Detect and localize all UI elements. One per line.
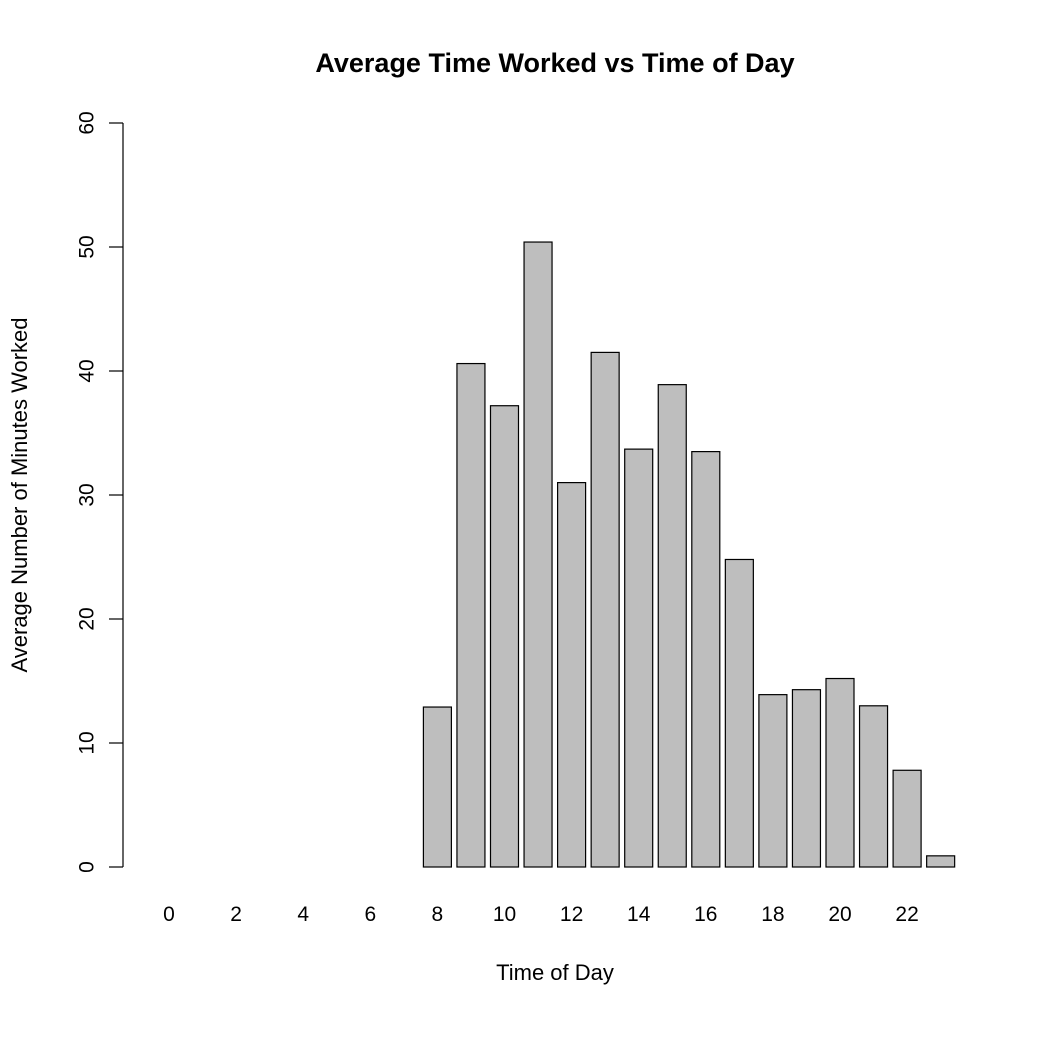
bar-13 bbox=[590, 351, 620, 868]
bar-14 bbox=[624, 448, 654, 868]
y-tick-label-0: 0 bbox=[75, 861, 98, 873]
y-axis: 0 10 20 30 40 50 60 bbox=[75, 111, 124, 873]
bar-17 bbox=[724, 558, 754, 868]
y-axis-label: Average Number of Minutes Worked bbox=[7, 317, 32, 672]
x-axis: 0 2 4 6 8 10 12 14 16 18 20 22 bbox=[163, 903, 919, 926]
bar-18 bbox=[758, 694, 788, 868]
x-tick-label-12: 12 bbox=[560, 903, 583, 926]
bar-20 bbox=[825, 677, 855, 868]
x-tick-label-4: 4 bbox=[297, 903, 309, 926]
bar-10 bbox=[489, 405, 520, 868]
x-tick-label-20: 20 bbox=[828, 903, 851, 926]
bar-9 bbox=[456, 362, 486, 868]
y-tick-label-20: 20 bbox=[75, 607, 98, 630]
bar-11 bbox=[523, 241, 553, 868]
x-tick-label-6: 6 bbox=[364, 903, 376, 926]
chart-title: Average Time Worked vs Time of Day bbox=[315, 48, 794, 78]
x-tick-label-10: 10 bbox=[493, 903, 516, 926]
y-tick-label-30: 30 bbox=[75, 483, 98, 506]
x-tick-label-14: 14 bbox=[627, 903, 651, 926]
bar-19 bbox=[791, 689, 822, 868]
y-tick-label-60: 60 bbox=[75, 111, 98, 134]
bar-8 bbox=[422, 706, 452, 868]
x-axis-label: Time of Day bbox=[496, 960, 614, 985]
bar-21 bbox=[858, 705, 889, 868]
bar-22 bbox=[892, 769, 922, 868]
bar-12 bbox=[556, 482, 587, 868]
x-tick-label-22: 22 bbox=[895, 903, 918, 926]
x-tick-label-16: 16 bbox=[694, 903, 717, 926]
bar-23 bbox=[926, 855, 956, 868]
y-tick-label-10: 10 bbox=[75, 731, 98, 754]
y-tick-label-50: 50 bbox=[75, 235, 98, 258]
x-tick-label-2: 2 bbox=[230, 903, 242, 926]
y-tick-label-40: 40 bbox=[75, 359, 98, 382]
bars-group bbox=[422, 241, 956, 868]
x-tick-label-0: 0 bbox=[163, 903, 175, 926]
x-tick-label-8: 8 bbox=[432, 903, 444, 926]
x-tick-label-18: 18 bbox=[761, 903, 784, 926]
bar-16 bbox=[691, 451, 721, 868]
bar-15 bbox=[657, 384, 687, 868]
